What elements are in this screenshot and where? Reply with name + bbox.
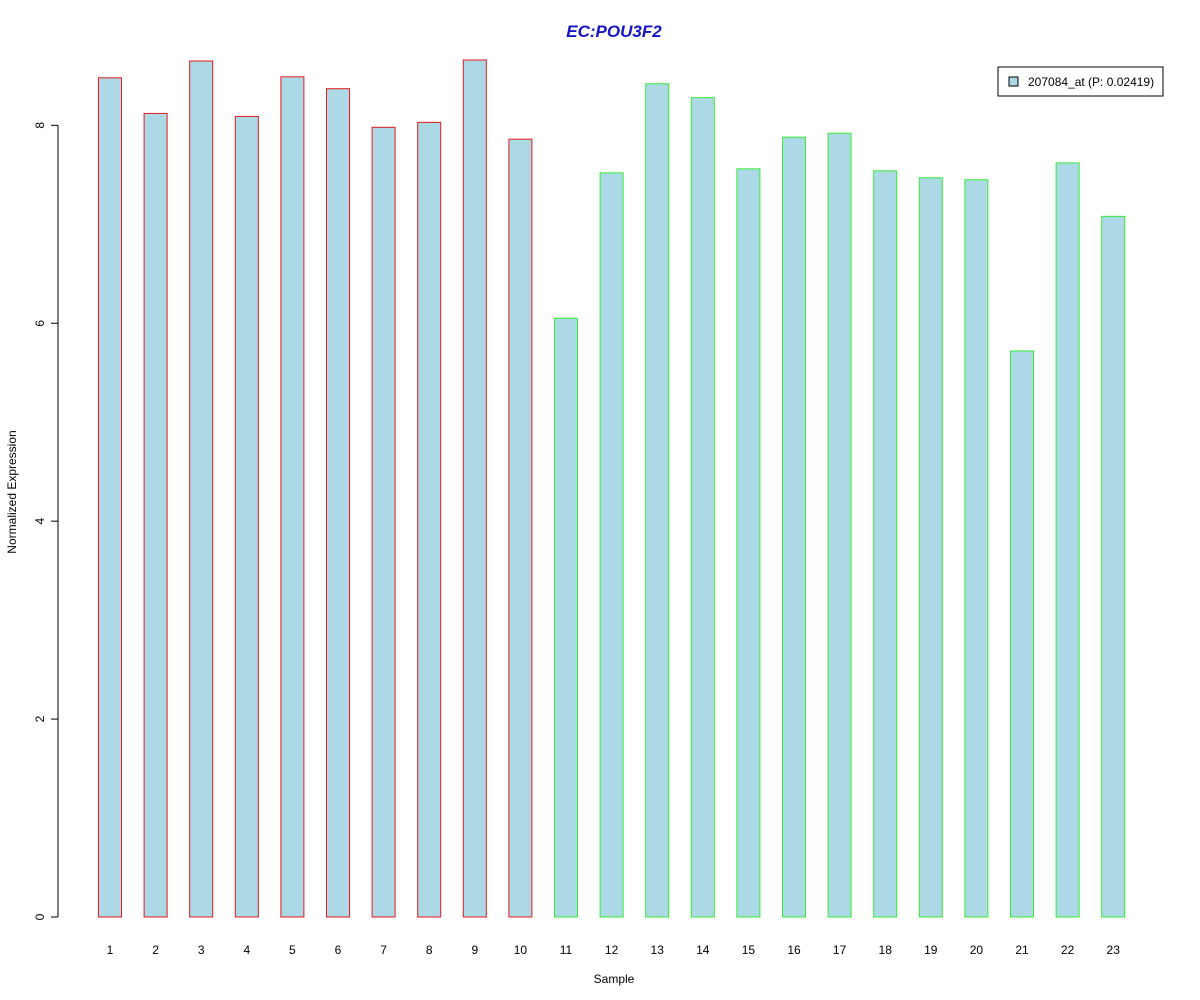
y-tick-label: 2: [33, 715, 47, 722]
x-tick-label: 21: [1015, 943, 1029, 957]
x-tick-label: 6: [335, 943, 342, 957]
x-tick-label: 2: [152, 943, 159, 957]
x-tick-label: 13: [651, 943, 665, 957]
bar: [462, 59, 487, 918]
legend-box: [997, 66, 1164, 97]
x-tick-label: 19: [924, 943, 938, 957]
x-tick-label: 22: [1061, 943, 1075, 957]
x-tick-label: 17: [833, 943, 847, 957]
legend-swatch: [1008, 76, 1019, 87]
x-tick-label: 11: [560, 943, 573, 957]
bar: [98, 77, 122, 918]
x-tick-label: 23: [1107, 943, 1121, 957]
x-tick-label: 12: [605, 943, 619, 957]
y-axis-title: Normalized Expression: [5, 430, 19, 553]
bar: [417, 121, 442, 918]
y-tick-label: 4: [33, 518, 47, 525]
y-tick-label: 0: [33, 913, 47, 920]
x-tick-label: 16: [787, 943, 801, 957]
x-tick-label: 5: [289, 943, 296, 957]
bar: [371, 126, 396, 918]
bar: [554, 317, 578, 918]
bar: [736, 168, 761, 918]
x-tick-label: 14: [696, 943, 710, 957]
bars: [98, 59, 1126, 918]
bar: [782, 136, 806, 918]
x-tick-label: 4: [243, 943, 250, 957]
x-axis: 1 2 3 4 5 6 7 8 9 10 11 12 13 14 15 16 17 18 19 20 21 22 23: [107, 943, 1121, 957]
x-axis-title: Sample: [594, 972, 635, 986]
bar: [234, 115, 259, 918]
legend: 207084_at (P: 0.02419): [997, 66, 1164, 97]
bar: [189, 60, 214, 918]
y-axis: 0 2 4 6 8: [33, 122, 59, 920]
x-tick-label: 15: [742, 943, 756, 957]
bar: [964, 179, 989, 918]
bar: [690, 97, 715, 918]
bar: [143, 112, 168, 918]
bar: [918, 177, 943, 918]
x-tick-label: 8: [426, 943, 433, 957]
bar: [1010, 350, 1034, 918]
bar: [1055, 162, 1080, 918]
x-tick-label: 20: [970, 943, 984, 957]
bar: [280, 76, 305, 918]
bar: [326, 88, 350, 918]
bar: [508, 138, 533, 918]
bar: [827, 132, 852, 918]
bar: [1101, 215, 1126, 918]
bar: [599, 172, 624, 918]
x-tick-label: 1: [107, 943, 114, 957]
x-tick-label: 9: [471, 943, 478, 957]
x-tick-label: 10: [514, 943, 528, 957]
y-tick-label: 8: [33, 122, 47, 129]
x-tick-label: 3: [198, 943, 205, 957]
y-tick-label: 6: [33, 320, 47, 327]
legend-label: 207084_at (P: 0.02419): [1028, 75, 1154, 89]
x-tick-label: 18: [879, 943, 893, 957]
chart-title: EC:POU3F2: [566, 22, 662, 41]
bar: [873, 170, 898, 918]
bar: [645, 83, 670, 918]
x-tick-label: 7: [380, 943, 387, 957]
